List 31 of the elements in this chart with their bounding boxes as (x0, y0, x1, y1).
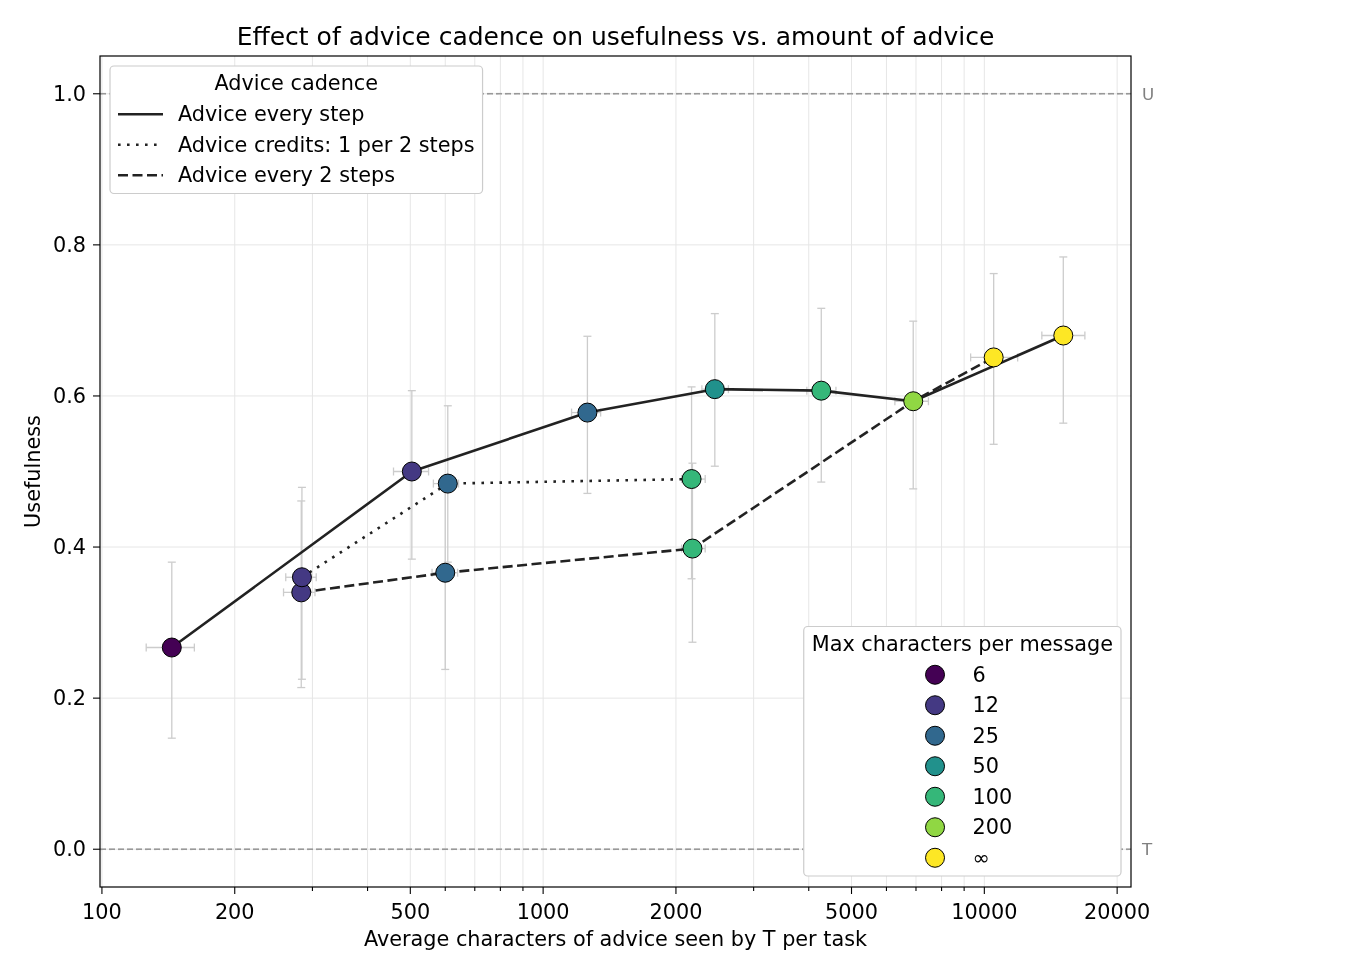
legend-label: Advice credits: 1 per 2 steps (178, 132, 475, 157)
y-tick-label: 0.6 (52, 383, 86, 408)
x-tick-label: 500 (390, 900, 431, 924)
x-tick-label: 10000 (951, 900, 1018, 924)
y-tick-label: 0.4 (52, 535, 86, 560)
y-tick-label: 0.0 (52, 837, 86, 862)
text: Max characters per message (811, 631, 1113, 656)
text: Advice cadence (214, 71, 379, 95)
legend-label: Advice every step (178, 102, 365, 127)
y-tick-label: 0.2 (52, 686, 86, 711)
y-tick-label: 0.8 (52, 232, 86, 257)
ref-line-label: U (1142, 83, 1155, 104)
legend-label: 50 (972, 754, 999, 779)
x-tick-label: 1000 (516, 900, 570, 924)
x-tick-label: 5000 (825, 900, 878, 924)
legend-label: 12 (972, 693, 999, 718)
legend-label: 200 (972, 815, 1013, 840)
x-tick-label: 200 (214, 900, 255, 924)
x-tick-label: 100 (82, 900, 122, 924)
legend-label: ∞ (972, 845, 990, 870)
x-tick-label: 20000 (1084, 900, 1151, 924)
y-tick-label: 1.0 (52, 81, 86, 106)
ref-line-label: T (1141, 839, 1153, 860)
x-tick-label: 2000 (649, 900, 703, 924)
x-axis-title: Average characters of advice seen by T per task (363, 927, 868, 951)
y-axis-title: Usefulness (21, 415, 45, 528)
chart-title: Effect of advice cadence on usefulness vs. amount of advice (236, 22, 995, 51)
legend-label: 25 (972, 723, 999, 748)
legend-label: 6 (972, 662, 986, 687)
legend-label: Advice every 2 steps (178, 163, 396, 188)
legend-label: 100 (972, 784, 1013, 809)
